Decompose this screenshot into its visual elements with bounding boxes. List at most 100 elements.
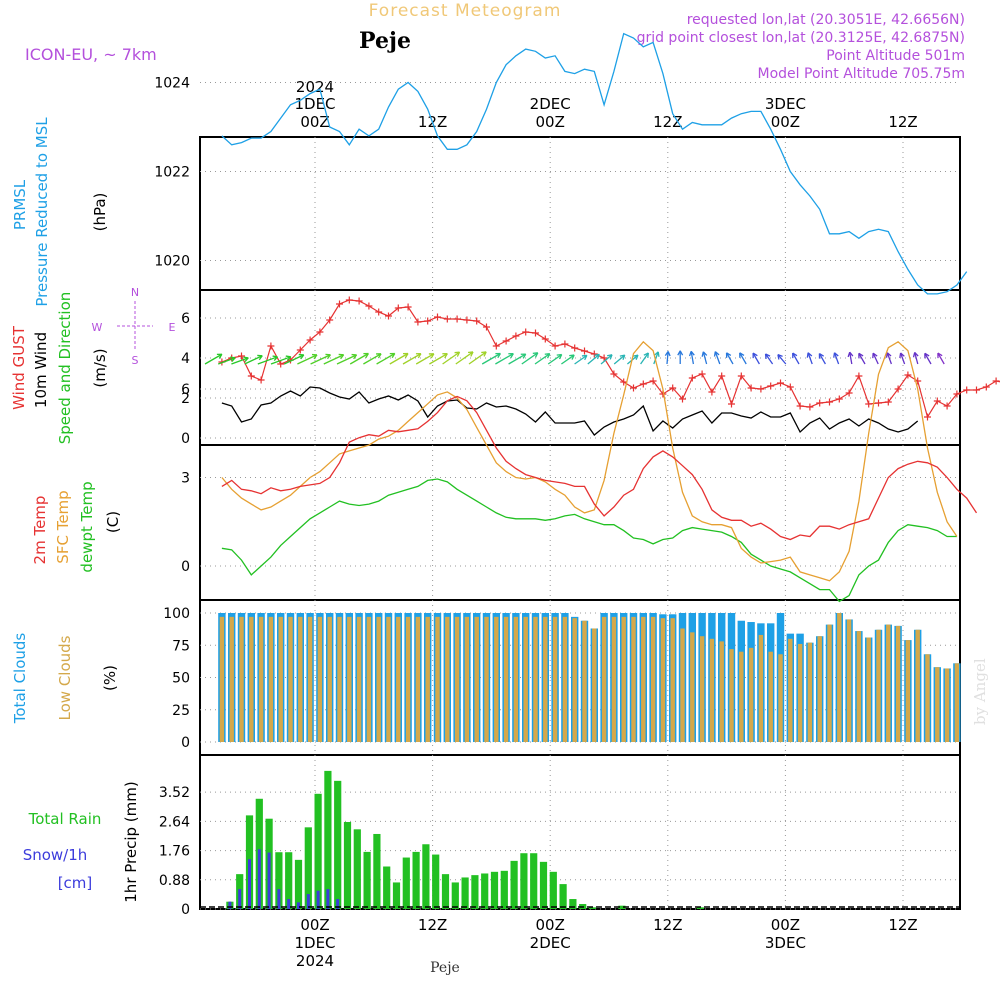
rain-bar (510, 860, 518, 909)
temp-unit-label: (C) (104, 511, 122, 533)
rain-bar (392, 882, 401, 909)
snow-bar (248, 859, 251, 909)
rain-bar (461, 877, 469, 909)
gust-marker (590, 350, 598, 358)
low-cloud-bar (915, 629, 920, 742)
low-cloud-bar (856, 631, 862, 742)
wind-arrow (521, 352, 539, 365)
snow-bar (297, 902, 300, 909)
gust-marker (718, 372, 726, 380)
low-cloud-bar (513, 616, 519, 742)
wind-arrow (561, 354, 575, 365)
gust-marker (649, 377, 657, 385)
gust-marker (669, 384, 677, 392)
wind-arrow (858, 353, 866, 365)
wind-arrow (666, 351, 669, 365)
wind-arrowhead (937, 352, 943, 359)
wind-arrow (849, 352, 853, 365)
wind-arrowhead (688, 350, 695, 357)
snow-label: Snow/1h (23, 846, 88, 864)
wind-ytick: 6 (181, 311, 190, 327)
wind-arrowhead (272, 355, 279, 362)
gust-marker (473, 317, 481, 325)
wind-arrow (587, 353, 600, 365)
gust-marker (767, 382, 775, 390)
wind-arrowhead (924, 352, 930, 359)
gust-marker (992, 377, 1000, 385)
snow-bar (336, 899, 340, 909)
pressure-label-desc: Pressure Reduced to MSL (33, 117, 51, 307)
gust-marker (845, 389, 853, 397)
wind-arrow (725, 352, 734, 365)
wind-arrow (508, 353, 527, 365)
wind-arrow (914, 352, 919, 365)
wind-arrowhead (664, 351, 671, 357)
rain-bar (363, 851, 371, 909)
gust-marker (316, 328, 324, 336)
gust-marker (561, 340, 569, 348)
rain-bar (294, 859, 303, 909)
low-cloud-bar (709, 638, 715, 742)
wind-arrow (204, 353, 223, 365)
gust-marker (875, 399, 882, 407)
rain-bar (304, 827, 312, 909)
wind-arrowhead (581, 354, 588, 361)
pressure-frame (199, 136, 961, 291)
wind-arrow (217, 357, 236, 365)
rain-bar (549, 871, 557, 909)
low-cloud-bar (474, 616, 479, 742)
gust-marker (796, 402, 804, 410)
wind-arrow (792, 352, 800, 365)
low-cloud-bar (886, 624, 891, 742)
low-cloud-bar (366, 616, 372, 742)
gust-marker (385, 312, 392, 320)
gust-marker (816, 399, 824, 407)
bottom-tick-date: 1DEC (294, 934, 335, 952)
pressure-ytick: 1024 (154, 76, 190, 92)
wind-arrow (442, 351, 460, 365)
wind-arrowhead (806, 352, 813, 358)
gust-marker (571, 344, 579, 352)
wind-arrowhead (654, 351, 660, 357)
top-tick-date: 3DEC (765, 95, 806, 113)
rain-bar (402, 857, 410, 909)
low-cloud-bar (229, 616, 234, 742)
rain-bar (432, 854, 440, 909)
gust-marker (345, 296, 353, 304)
wind-arrow (574, 354, 588, 365)
gust-marker (277, 360, 285, 368)
cloud-unit-label: (%) (101, 665, 119, 691)
footer-location: Peje (430, 960, 460, 976)
pressure-ytick: 1020 (154, 254, 190, 270)
rain-bar (412, 851, 420, 909)
wind-arrow (283, 354, 305, 365)
low-cloud-bar (307, 616, 313, 742)
wind-arrowhead (351, 353, 358, 360)
temperature-ytick: 3 (181, 471, 190, 487)
low-cloud-bar (611, 616, 617, 742)
clouds-ytick: 50 (172, 671, 190, 687)
precip-ytick: 3.52 (159, 785, 190, 801)
wind-ytick: 0 (181, 431, 190, 447)
total-rain-label: Total Rain (28, 810, 102, 828)
wind-arrow (323, 354, 344, 365)
temperature-ytick: 0 (181, 559, 190, 575)
low-cloud-bar (876, 629, 881, 742)
top-tick-hour: 00Z (300, 113, 329, 131)
gust-marker (698, 370, 706, 378)
wind-arrow (389, 352, 409, 365)
wind-arrow (363, 353, 382, 365)
dewpt-line (221, 478, 957, 603)
rain-bar (441, 874, 450, 909)
low-cloud-bar (523, 616, 528, 742)
gust-marker (541, 335, 549, 343)
wind-arrowhead (338, 353, 345, 360)
low-cloud-bar (464, 616, 470, 742)
gust-marker (620, 378, 628, 386)
low-cloud-bar (445, 616, 450, 742)
temp2m-line (221, 395, 978, 541)
temperature-ytick: 6 (181, 382, 190, 398)
gust-marker (973, 386, 980, 394)
low-cloud-bar (954, 663, 960, 742)
